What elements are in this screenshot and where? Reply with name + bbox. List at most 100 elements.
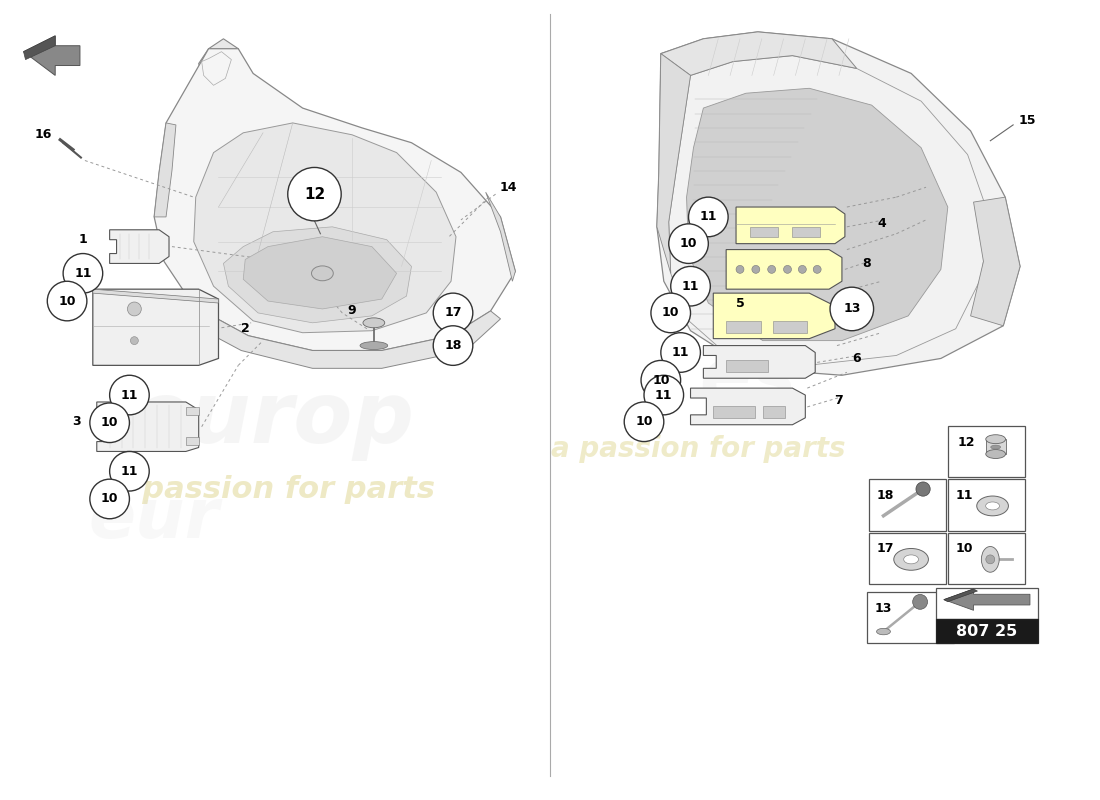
Text: 10: 10 (652, 374, 670, 386)
Text: 10: 10 (680, 237, 697, 250)
Text: 12: 12 (958, 436, 976, 449)
Polygon shape (243, 237, 397, 309)
Text: 11: 11 (682, 280, 700, 293)
Text: 10: 10 (636, 415, 652, 428)
Circle shape (288, 167, 341, 221)
Polygon shape (736, 207, 845, 244)
Polygon shape (92, 289, 219, 303)
Circle shape (128, 302, 141, 316)
Ellipse shape (877, 628, 890, 634)
Ellipse shape (311, 266, 333, 281)
Text: 10: 10 (662, 306, 680, 319)
Text: 16: 16 (34, 128, 52, 142)
Circle shape (671, 266, 711, 306)
Text: 11: 11 (121, 389, 139, 402)
Circle shape (110, 451, 150, 491)
Text: 10: 10 (956, 542, 974, 555)
Text: 18: 18 (444, 339, 462, 352)
Circle shape (63, 254, 102, 293)
Polygon shape (970, 197, 1020, 326)
Bar (762, 406, 784, 418)
Ellipse shape (986, 450, 1005, 458)
Polygon shape (154, 49, 516, 350)
Text: 13: 13 (843, 302, 860, 315)
Text: eur: eur (89, 486, 220, 552)
Text: 8: 8 (862, 257, 871, 270)
Polygon shape (199, 39, 239, 94)
Circle shape (986, 555, 994, 564)
Text: 11: 11 (121, 465, 139, 478)
Circle shape (669, 224, 708, 263)
Polygon shape (657, 54, 691, 274)
Circle shape (916, 482, 931, 496)
Text: 9: 9 (348, 305, 356, 318)
Circle shape (433, 326, 473, 366)
Polygon shape (661, 32, 857, 75)
Polygon shape (23, 36, 80, 75)
Text: 3: 3 (73, 415, 81, 428)
Polygon shape (154, 123, 176, 217)
Polygon shape (223, 227, 411, 323)
Polygon shape (110, 230, 169, 263)
Circle shape (651, 293, 691, 333)
Text: europ: europ (131, 378, 415, 462)
Circle shape (799, 266, 806, 274)
Text: 17: 17 (877, 542, 894, 555)
Text: 4: 4 (877, 218, 886, 230)
Polygon shape (703, 346, 815, 378)
Bar (986, 439, 1005, 454)
Bar (792, 227, 821, 237)
Text: 17: 17 (444, 306, 462, 319)
Bar (867, 592, 954, 643)
Text: 12: 12 (304, 186, 326, 202)
Circle shape (110, 375, 150, 415)
Circle shape (689, 197, 728, 237)
Text: a passion for parts: a passion for parts (111, 474, 435, 503)
Text: 14: 14 (499, 181, 517, 194)
Text: es: es (700, 343, 796, 418)
Ellipse shape (986, 434, 1005, 444)
Polygon shape (944, 589, 978, 602)
Bar (869, 533, 946, 584)
Text: 11: 11 (672, 346, 690, 359)
Bar (936, 619, 1038, 643)
Circle shape (813, 266, 821, 274)
Text: 2: 2 (241, 322, 250, 335)
Circle shape (913, 594, 927, 610)
Ellipse shape (360, 342, 387, 350)
Text: 13: 13 (874, 602, 892, 615)
Polygon shape (23, 36, 55, 59)
Bar (726, 321, 761, 333)
Circle shape (783, 266, 792, 274)
Text: 11: 11 (74, 267, 91, 280)
Polygon shape (686, 88, 948, 341)
Text: 5: 5 (736, 297, 745, 310)
Circle shape (641, 361, 681, 400)
Bar (186, 437, 199, 445)
Text: 11: 11 (656, 389, 672, 402)
Circle shape (644, 375, 683, 415)
Polygon shape (657, 32, 1020, 375)
Polygon shape (97, 402, 199, 451)
Polygon shape (92, 289, 219, 366)
Circle shape (433, 293, 473, 333)
Text: 7: 7 (835, 394, 844, 406)
Circle shape (752, 266, 760, 274)
Ellipse shape (977, 496, 1009, 516)
Circle shape (131, 337, 139, 345)
Circle shape (768, 266, 776, 274)
Polygon shape (726, 250, 842, 289)
Bar (936, 588, 1038, 619)
Bar (713, 406, 755, 418)
Polygon shape (186, 306, 500, 368)
Text: 6: 6 (852, 352, 861, 365)
Polygon shape (194, 123, 456, 333)
Polygon shape (713, 293, 835, 338)
Bar (948, 426, 1025, 477)
Bar (186, 407, 199, 415)
Polygon shape (691, 388, 805, 425)
Circle shape (661, 333, 701, 372)
Circle shape (736, 266, 744, 274)
Text: 18: 18 (877, 489, 894, 502)
Circle shape (90, 479, 130, 518)
